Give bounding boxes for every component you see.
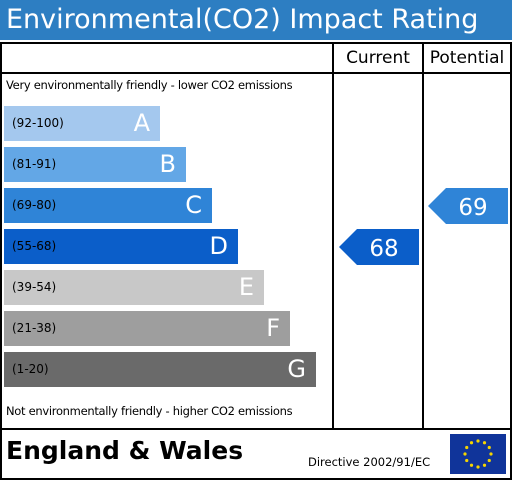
band-letter: C — [185, 191, 202, 219]
divider-current — [332, 42, 334, 428]
potential-rating-value: 69 — [458, 195, 487, 221]
directive-label: Directive 2002/91/EC — [308, 455, 431, 469]
flag-star — [487, 458, 491, 463]
potential-rating-arrow-shape — [428, 188, 508, 224]
band-g: (1-20) G — [4, 352, 316, 387]
flag-star — [463, 452, 467, 456]
current-rating-arrow: 68 — [339, 229, 419, 269]
flag-star — [465, 445, 469, 450]
flag-star — [476, 465, 480, 469]
band-letter: F — [266, 314, 280, 342]
potential-rating-arrow: 69 — [428, 188, 508, 228]
band-range-label: (92-100) — [12, 116, 64, 130]
rating-frame — [0, 42, 512, 480]
current-column-header: Current — [346, 48, 410, 68]
band-letter: B — [159, 150, 176, 178]
flag-star — [476, 439, 480, 443]
potential-column-header: Potential — [429, 48, 505, 68]
band-letter: E — [238, 273, 254, 301]
flag-star — [482, 441, 487, 445]
flag-star — [482, 463, 487, 467]
band-e: (39-54) E — [4, 270, 264, 305]
band-range-label: (1-20) — [12, 362, 49, 376]
flag-star — [469, 463, 474, 467]
band-range-label: (69-80) — [12, 198, 57, 212]
band-c: (69-80) C — [4, 188, 212, 223]
band-range-label: (39-54) — [12, 280, 57, 294]
band-a: (92-100) A — [4, 106, 160, 141]
top-note: Very environmentally friendly - lower CO… — [6, 78, 293, 92]
band-letter: A — [133, 109, 150, 137]
flag-star — [489, 452, 493, 456]
band-d: (55-68) D — [4, 229, 238, 264]
flag-star — [469, 441, 474, 445]
band-range-label: (55-68) — [12, 239, 57, 253]
flag-star — [465, 458, 469, 463]
page-title: Environmental(CO2) Impact Rating — [0, 0, 512, 40]
current-rating-value: 68 — [369, 236, 398, 262]
band-letter: G — [287, 355, 306, 383]
band-range-label: (81-91) — [12, 157, 57, 171]
band-range-label: (21-38) — [12, 321, 57, 335]
current-rating-arrow-shape — [339, 229, 419, 265]
band-b: (81-91) B — [4, 147, 186, 182]
flag-star — [487, 445, 491, 450]
divider-potential — [422, 42, 424, 428]
region-label: England & Wales — [6, 436, 244, 465]
header-row-divider — [0, 72, 512, 74]
band-letter: D — [209, 232, 228, 260]
band-f: (21-38) F — [4, 311, 290, 346]
bottom-note: Not environmentally friendly - higher CO… — [6, 404, 293, 418]
eu-flag-icon — [448, 432, 508, 476]
footer-row-divider — [0, 428, 512, 430]
